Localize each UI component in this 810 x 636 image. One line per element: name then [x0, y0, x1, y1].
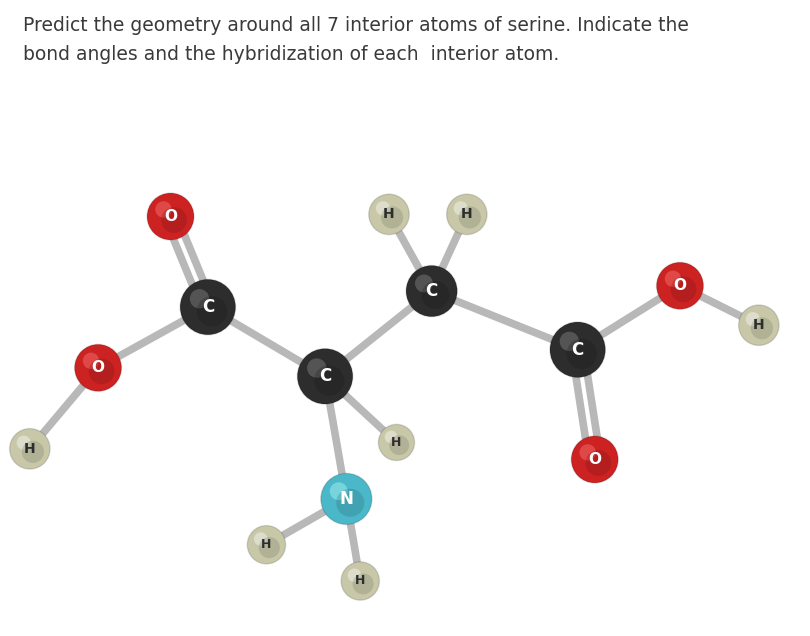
Text: Predict the geometry around all 7 interior atoms of serine. Indicate the: Predict the geometry around all 7 interi…: [23, 16, 688, 35]
Circle shape: [560, 332, 579, 351]
Circle shape: [406, 265, 457, 317]
Circle shape: [254, 532, 267, 546]
Text: O: O: [92, 361, 104, 375]
Text: H: H: [461, 207, 472, 221]
Circle shape: [297, 349, 353, 404]
Circle shape: [336, 488, 364, 517]
Text: O: O: [673, 279, 686, 293]
Text: H: H: [383, 207, 394, 221]
Circle shape: [369, 194, 409, 235]
Circle shape: [347, 569, 361, 582]
Circle shape: [746, 312, 760, 326]
Circle shape: [454, 201, 468, 216]
Circle shape: [665, 270, 681, 287]
Text: C: C: [572, 341, 584, 359]
Text: H: H: [262, 538, 271, 551]
Text: H: H: [391, 436, 402, 449]
Text: O: O: [588, 452, 601, 467]
Circle shape: [258, 537, 280, 558]
Circle shape: [190, 289, 209, 308]
Circle shape: [385, 431, 398, 443]
Text: C: C: [319, 368, 331, 385]
Circle shape: [739, 305, 779, 345]
Circle shape: [83, 352, 100, 369]
Circle shape: [381, 206, 403, 228]
Text: O: O: [164, 209, 177, 224]
Text: H: H: [355, 574, 365, 588]
Circle shape: [390, 435, 409, 455]
Circle shape: [751, 317, 773, 340]
Circle shape: [415, 275, 433, 293]
Text: C: C: [202, 298, 214, 316]
Text: H: H: [24, 442, 36, 456]
Circle shape: [307, 358, 326, 378]
Circle shape: [197, 296, 228, 326]
Circle shape: [458, 206, 481, 228]
Circle shape: [321, 473, 372, 525]
Circle shape: [10, 429, 50, 469]
Text: C: C: [425, 282, 437, 300]
Circle shape: [586, 450, 611, 476]
Circle shape: [147, 193, 194, 240]
Circle shape: [156, 201, 172, 218]
Circle shape: [161, 207, 187, 233]
Circle shape: [671, 277, 697, 302]
Circle shape: [180, 279, 236, 335]
Circle shape: [341, 562, 379, 600]
Circle shape: [657, 262, 703, 309]
Circle shape: [352, 573, 373, 595]
Circle shape: [330, 482, 347, 500]
Circle shape: [75, 344, 122, 391]
Circle shape: [247, 525, 286, 564]
Circle shape: [571, 436, 618, 483]
Text: N: N: [339, 490, 353, 508]
Circle shape: [446, 194, 487, 235]
Text: H: H: [753, 318, 765, 332]
Circle shape: [376, 201, 390, 216]
Circle shape: [566, 338, 597, 369]
Circle shape: [421, 281, 450, 309]
Circle shape: [22, 441, 44, 463]
Circle shape: [17, 436, 31, 450]
Circle shape: [550, 322, 605, 377]
Circle shape: [378, 424, 415, 460]
Circle shape: [579, 445, 596, 460]
Text: bond angles and the hybridization of each  interior atom.: bond angles and the hybridization of eac…: [23, 45, 559, 64]
Circle shape: [314, 365, 344, 396]
Circle shape: [88, 359, 114, 384]
